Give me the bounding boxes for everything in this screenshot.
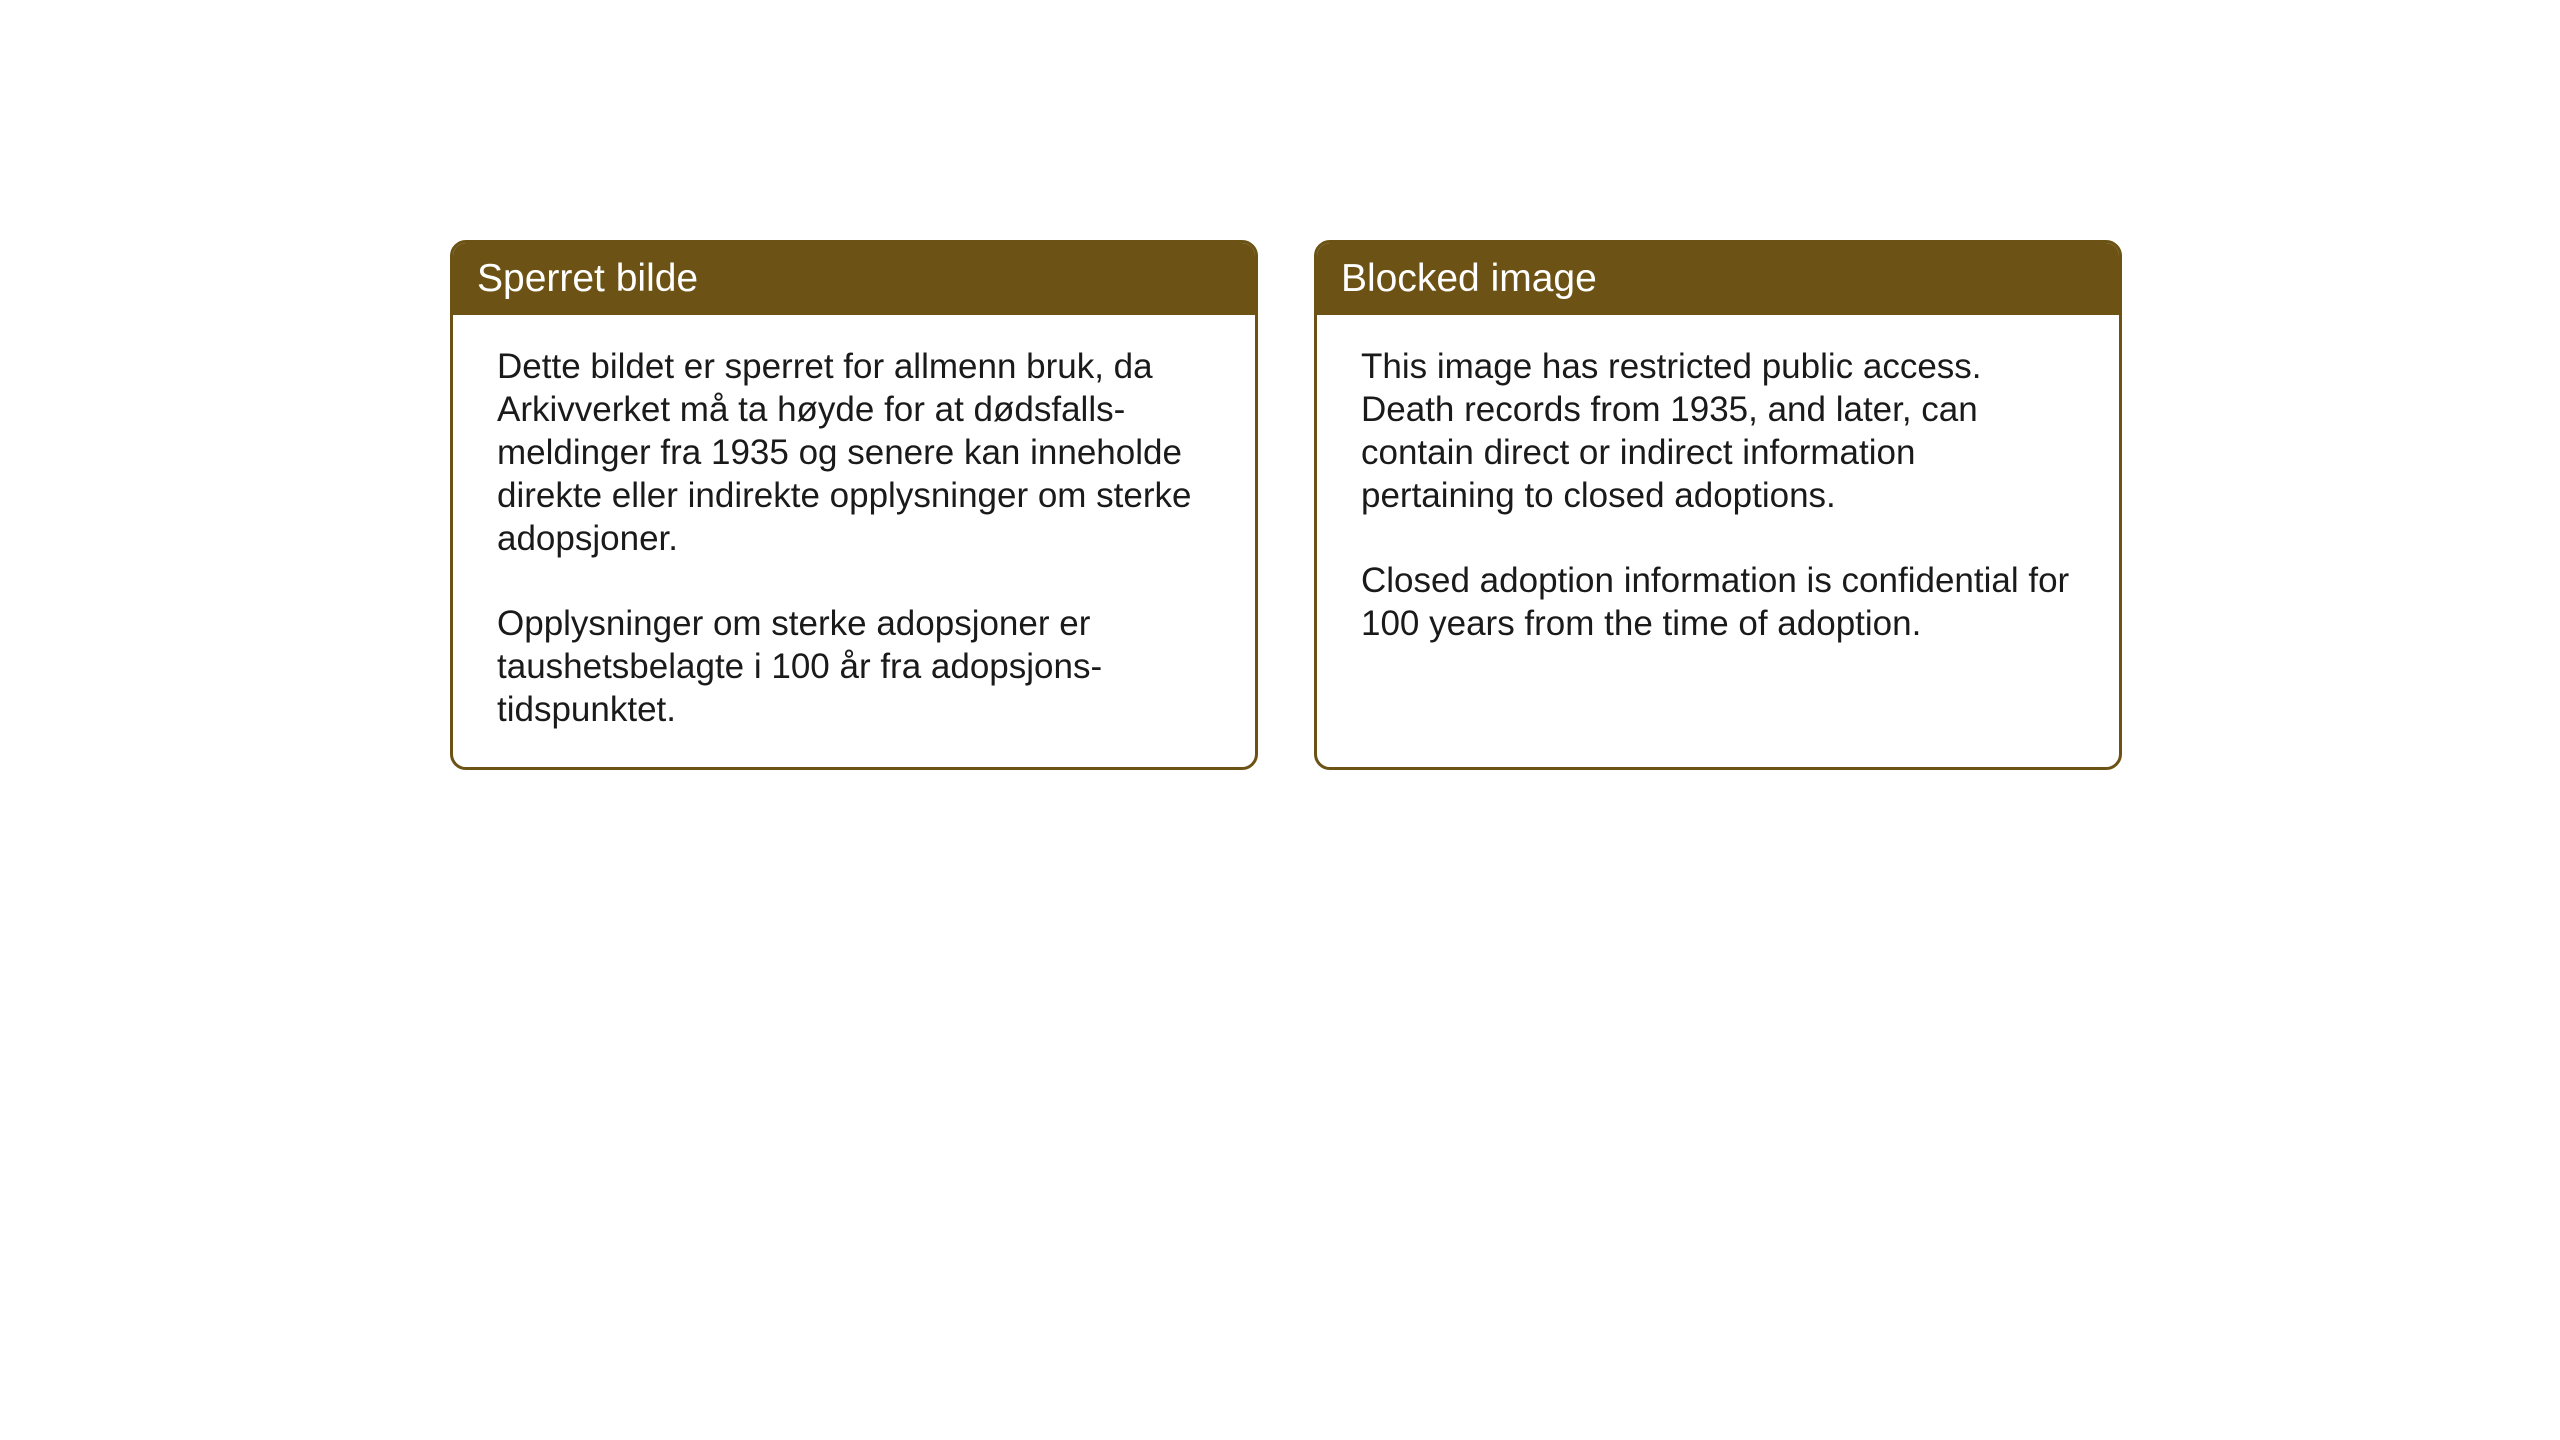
- card-body-english: This image has restricted public access.…: [1317, 315, 2119, 755]
- card-title-norwegian: Sperret bilde: [477, 257, 698, 300]
- cards-container: Sperret bilde Dette bildet er sperret fo…: [450, 240, 2122, 770]
- card-header-english: Blocked image: [1317, 243, 2119, 315]
- card-english: Blocked image This image has restricted …: [1314, 240, 2122, 770]
- card-paragraph2-english: Closed adoption information is confident…: [1361, 559, 2075, 645]
- card-body-norwegian: Dette bildet er sperret for allmenn bruk…: [453, 315, 1255, 767]
- card-title-english: Blocked image: [1341, 257, 1597, 300]
- card-norwegian: Sperret bilde Dette bildet er sperret fo…: [450, 240, 1258, 770]
- card-paragraph1-english: This image has restricted public access.…: [1361, 345, 2075, 517]
- card-paragraph2-norwegian: Opplysninger om sterke adopsjoner er tau…: [497, 602, 1211, 731]
- card-paragraph1-norwegian: Dette bildet er sperret for allmenn bruk…: [497, 345, 1211, 560]
- card-header-norwegian: Sperret bilde: [453, 243, 1255, 315]
